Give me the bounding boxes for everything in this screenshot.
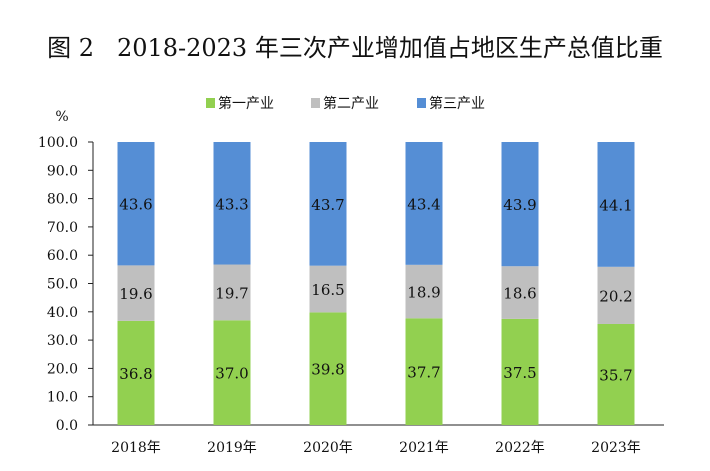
x-tick-label: 2021年 <box>399 440 449 456</box>
bar-segment-3 <box>405 142 443 265</box>
data-label: 36.8 <box>119 365 152 383</box>
data-label: 19.7 <box>215 284 248 302</box>
legend-label: 第三产业 <box>429 95 485 112</box>
data-label: 43.4 <box>407 195 440 213</box>
y-tick-label: 0.0 <box>56 418 78 434</box>
data-label: 20.2 <box>599 287 632 305</box>
y-tick-label: 80.0 <box>47 192 78 208</box>
x-tick-label: 2023年 <box>591 440 641 456</box>
legend-swatch-1 <box>206 98 215 108</box>
data-label: 37.0 <box>215 365 248 383</box>
bar-segment-3 <box>117 142 155 266</box>
y-axis-label: % <box>55 109 68 125</box>
data-label: 39.8 <box>311 361 344 379</box>
y-tick-label: 50.0 <box>47 277 78 293</box>
bar-segment-3 <box>309 142 347 266</box>
data-label: 43.6 <box>119 196 152 214</box>
bar-segment-3 <box>597 142 635 267</box>
data-label: 37.5 <box>503 364 536 382</box>
x-tick-label: 2018年 <box>111 440 161 456</box>
y-tick-label: 10.0 <box>47 390 78 406</box>
data-label: 18.9 <box>407 284 440 302</box>
data-label: 43.9 <box>503 196 536 214</box>
bar-segment-1 <box>405 318 443 425</box>
bar-segment-2 <box>117 265 155 321</box>
legend-swatch-2 <box>311 98 320 108</box>
data-label: 35.7 <box>599 366 632 384</box>
legend-label: 第一产业 <box>218 95 274 112</box>
bar-segment-2 <box>405 264 443 319</box>
bar-segment-2 <box>501 266 539 319</box>
bar-segment-3 <box>213 142 251 265</box>
data-label: 19.6 <box>119 285 152 303</box>
bar-segment-1 <box>309 312 347 425</box>
bar-segment-1 <box>213 320 251 425</box>
legend-label: 第二产业 <box>323 95 379 112</box>
data-label: 16.5 <box>311 281 344 299</box>
y-tick-label: 20.0 <box>47 361 78 377</box>
data-label: 44.1 <box>599 196 632 214</box>
y-tick-label: 40.0 <box>47 305 78 321</box>
bar-segment-2 <box>597 266 635 324</box>
data-label: 18.6 <box>503 285 536 303</box>
y-tick-label: 90.0 <box>47 163 78 179</box>
data-label: 43.7 <box>311 196 344 214</box>
y-tick-label: 100.0 <box>38 135 78 151</box>
y-tick-label: 70.0 <box>47 220 78 236</box>
chart-title: 图 2 2018-2023 年三次产业增加值占地区生产总值比重 <box>47 34 663 62</box>
bar-segment-3 <box>501 142 539 267</box>
legend-swatch-3 <box>417 98 426 108</box>
x-tick-label: 2020年 <box>303 440 353 456</box>
bar-segment-2 <box>213 264 251 321</box>
bar-segment-1 <box>501 318 539 425</box>
y-tick-label: 30.0 <box>47 333 78 349</box>
data-label: 37.7 <box>407 364 440 382</box>
data-label: 43.3 <box>215 195 248 213</box>
bar-segment-1 <box>117 320 155 425</box>
x-tick-label: 2019年 <box>207 440 257 456</box>
y-tick-label: 60.0 <box>47 248 78 264</box>
x-tick-label: 2022年 <box>495 440 545 456</box>
bar-segment-2 <box>309 265 347 313</box>
bar-segment-1 <box>597 323 635 425</box>
